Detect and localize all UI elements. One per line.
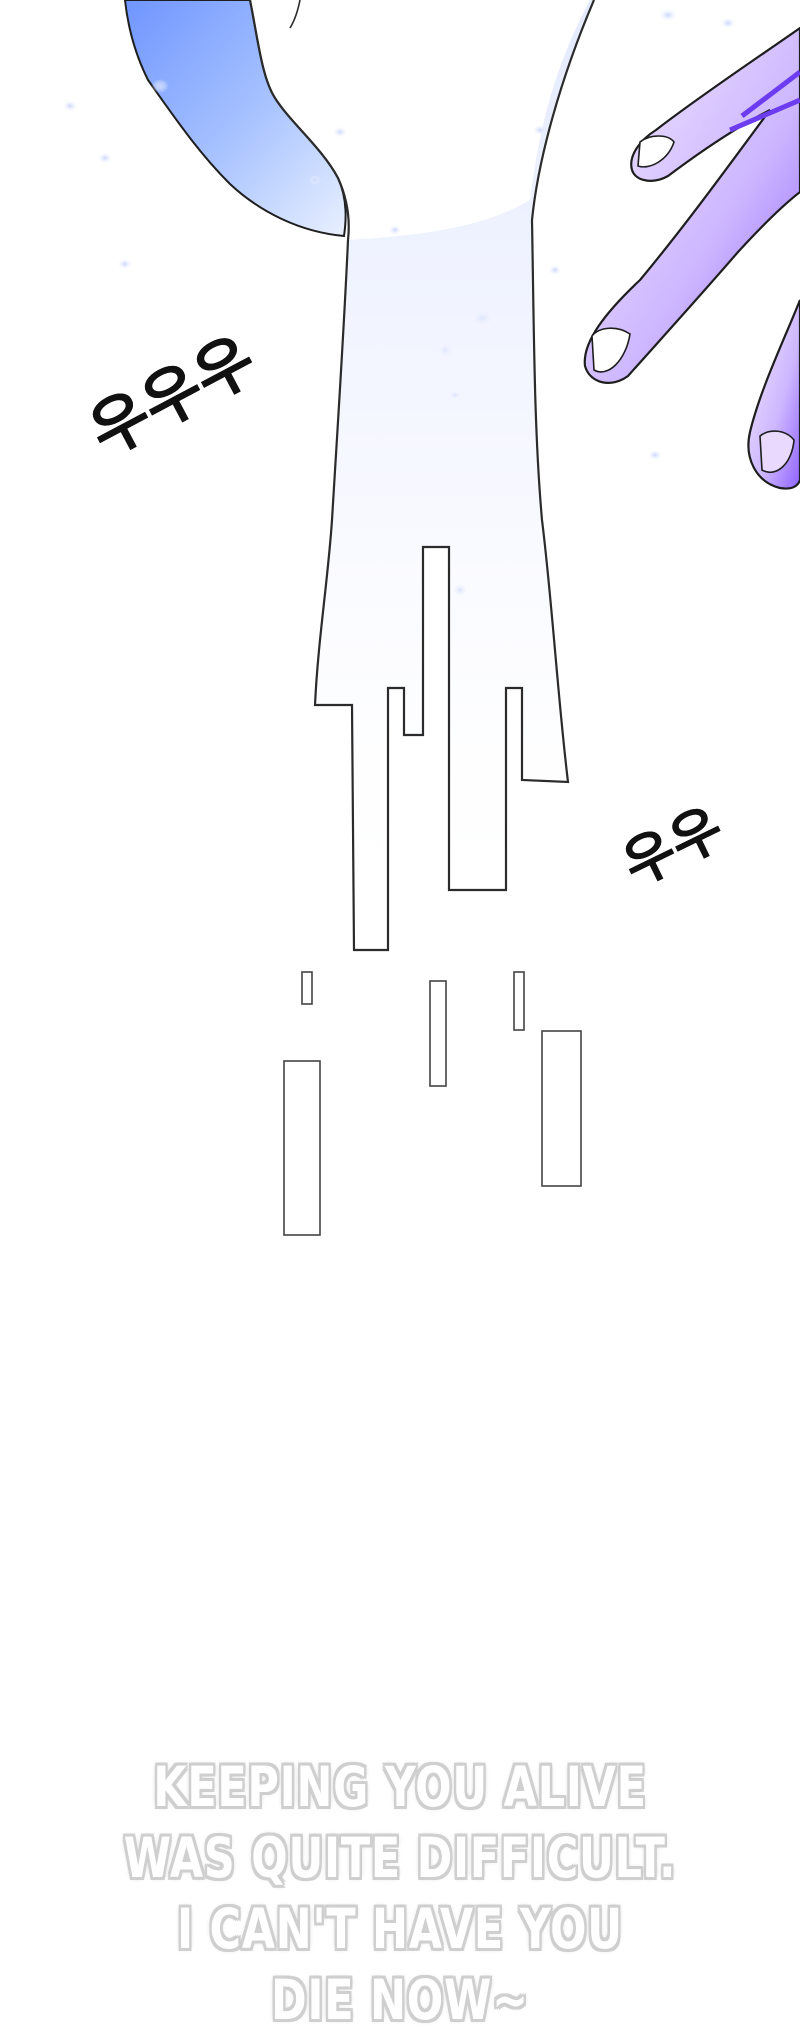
dissolving-arm — [248, 0, 596, 952]
floating-shards — [283, 971, 582, 1236]
blue-hand-fragment — [123, 0, 347, 238]
dialogue-line: WAS QUITE DIFFICULT. — [123, 1826, 677, 1890]
purple-hand — [583, 26, 800, 490]
dialogue-line: KEEPING YOU ALIVE — [153, 1755, 647, 1819]
dialogue-line: DIE NOW~ — [271, 1968, 529, 2032]
dialogue-text: KEEPING YOU ALIVE WAS QUITE DIFFICULT. I… — [88, 1752, 712, 2036]
dialogue-line: I CAN'T HAVE YOU — [177, 1897, 623, 1961]
